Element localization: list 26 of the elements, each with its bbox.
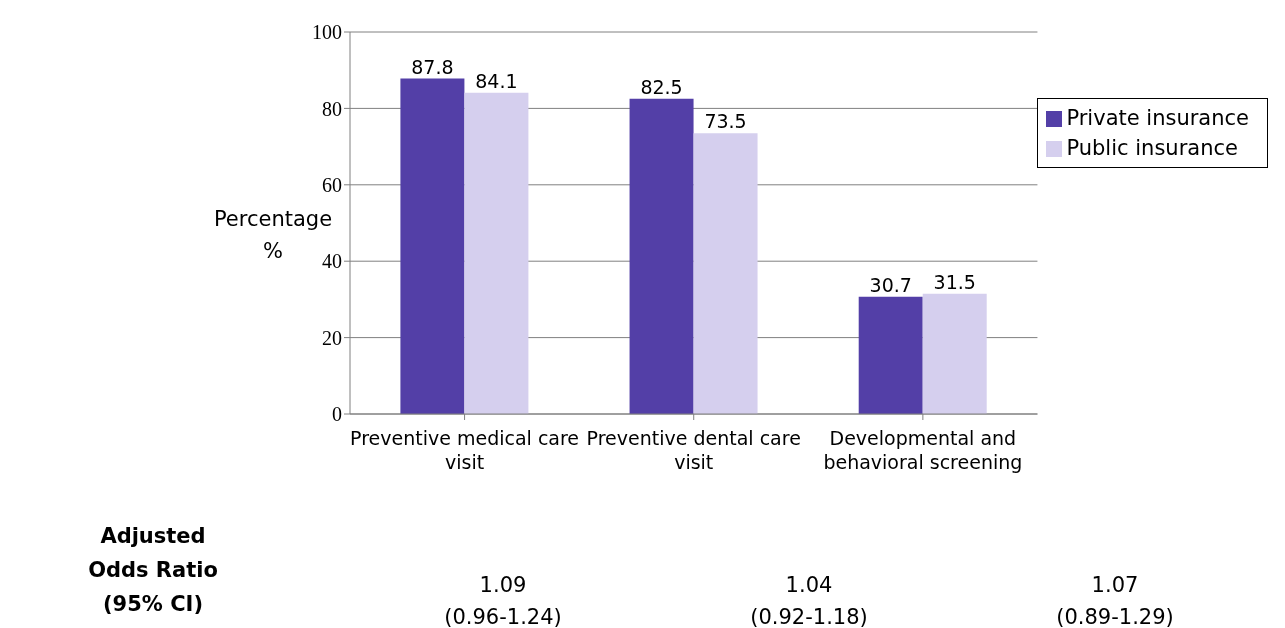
data-label: 82.5	[640, 75, 683, 98]
y-tick-label: 20	[322, 326, 342, 349]
y-tick-label: 0	[332, 403, 342, 426]
legend-label: Public insurance	[1066, 136, 1238, 160]
x-tick-label: Preventive dental care visit	[585, 426, 802, 474]
y-tick-label: 100	[312, 21, 342, 44]
y-tick-label: 60	[322, 173, 342, 196]
data-label: 73.5	[704, 110, 747, 133]
bar	[858, 296, 923, 414]
text: Adjusted Odds Ratio (95% CI)	[87, 523, 219, 618]
bar	[693, 133, 758, 414]
x-tick-label: Developmental and behavioral screening	[822, 426, 1024, 474]
data-label: 87.8	[411, 55, 454, 78]
legend-label: Private insurance	[1066, 106, 1249, 130]
bar	[922, 293, 987, 414]
y-tick-label: 80	[322, 97, 342, 120]
text: 1.04 (0.92-1.18)	[749, 572, 869, 628]
bar	[629, 98, 694, 414]
data-label: 84.1	[475, 69, 518, 92]
text: 1.07 (0.89-1.29)	[1055, 572, 1175, 628]
x-tick-label: Preventive medical care visit	[349, 426, 580, 474]
text: 1.09 (0.96-1.24)	[443, 572, 563, 628]
data-label: 31.5	[933, 270, 976, 293]
bar	[400, 78, 465, 414]
bar	[464, 92, 529, 414]
data-label: 30.7	[869, 273, 912, 296]
